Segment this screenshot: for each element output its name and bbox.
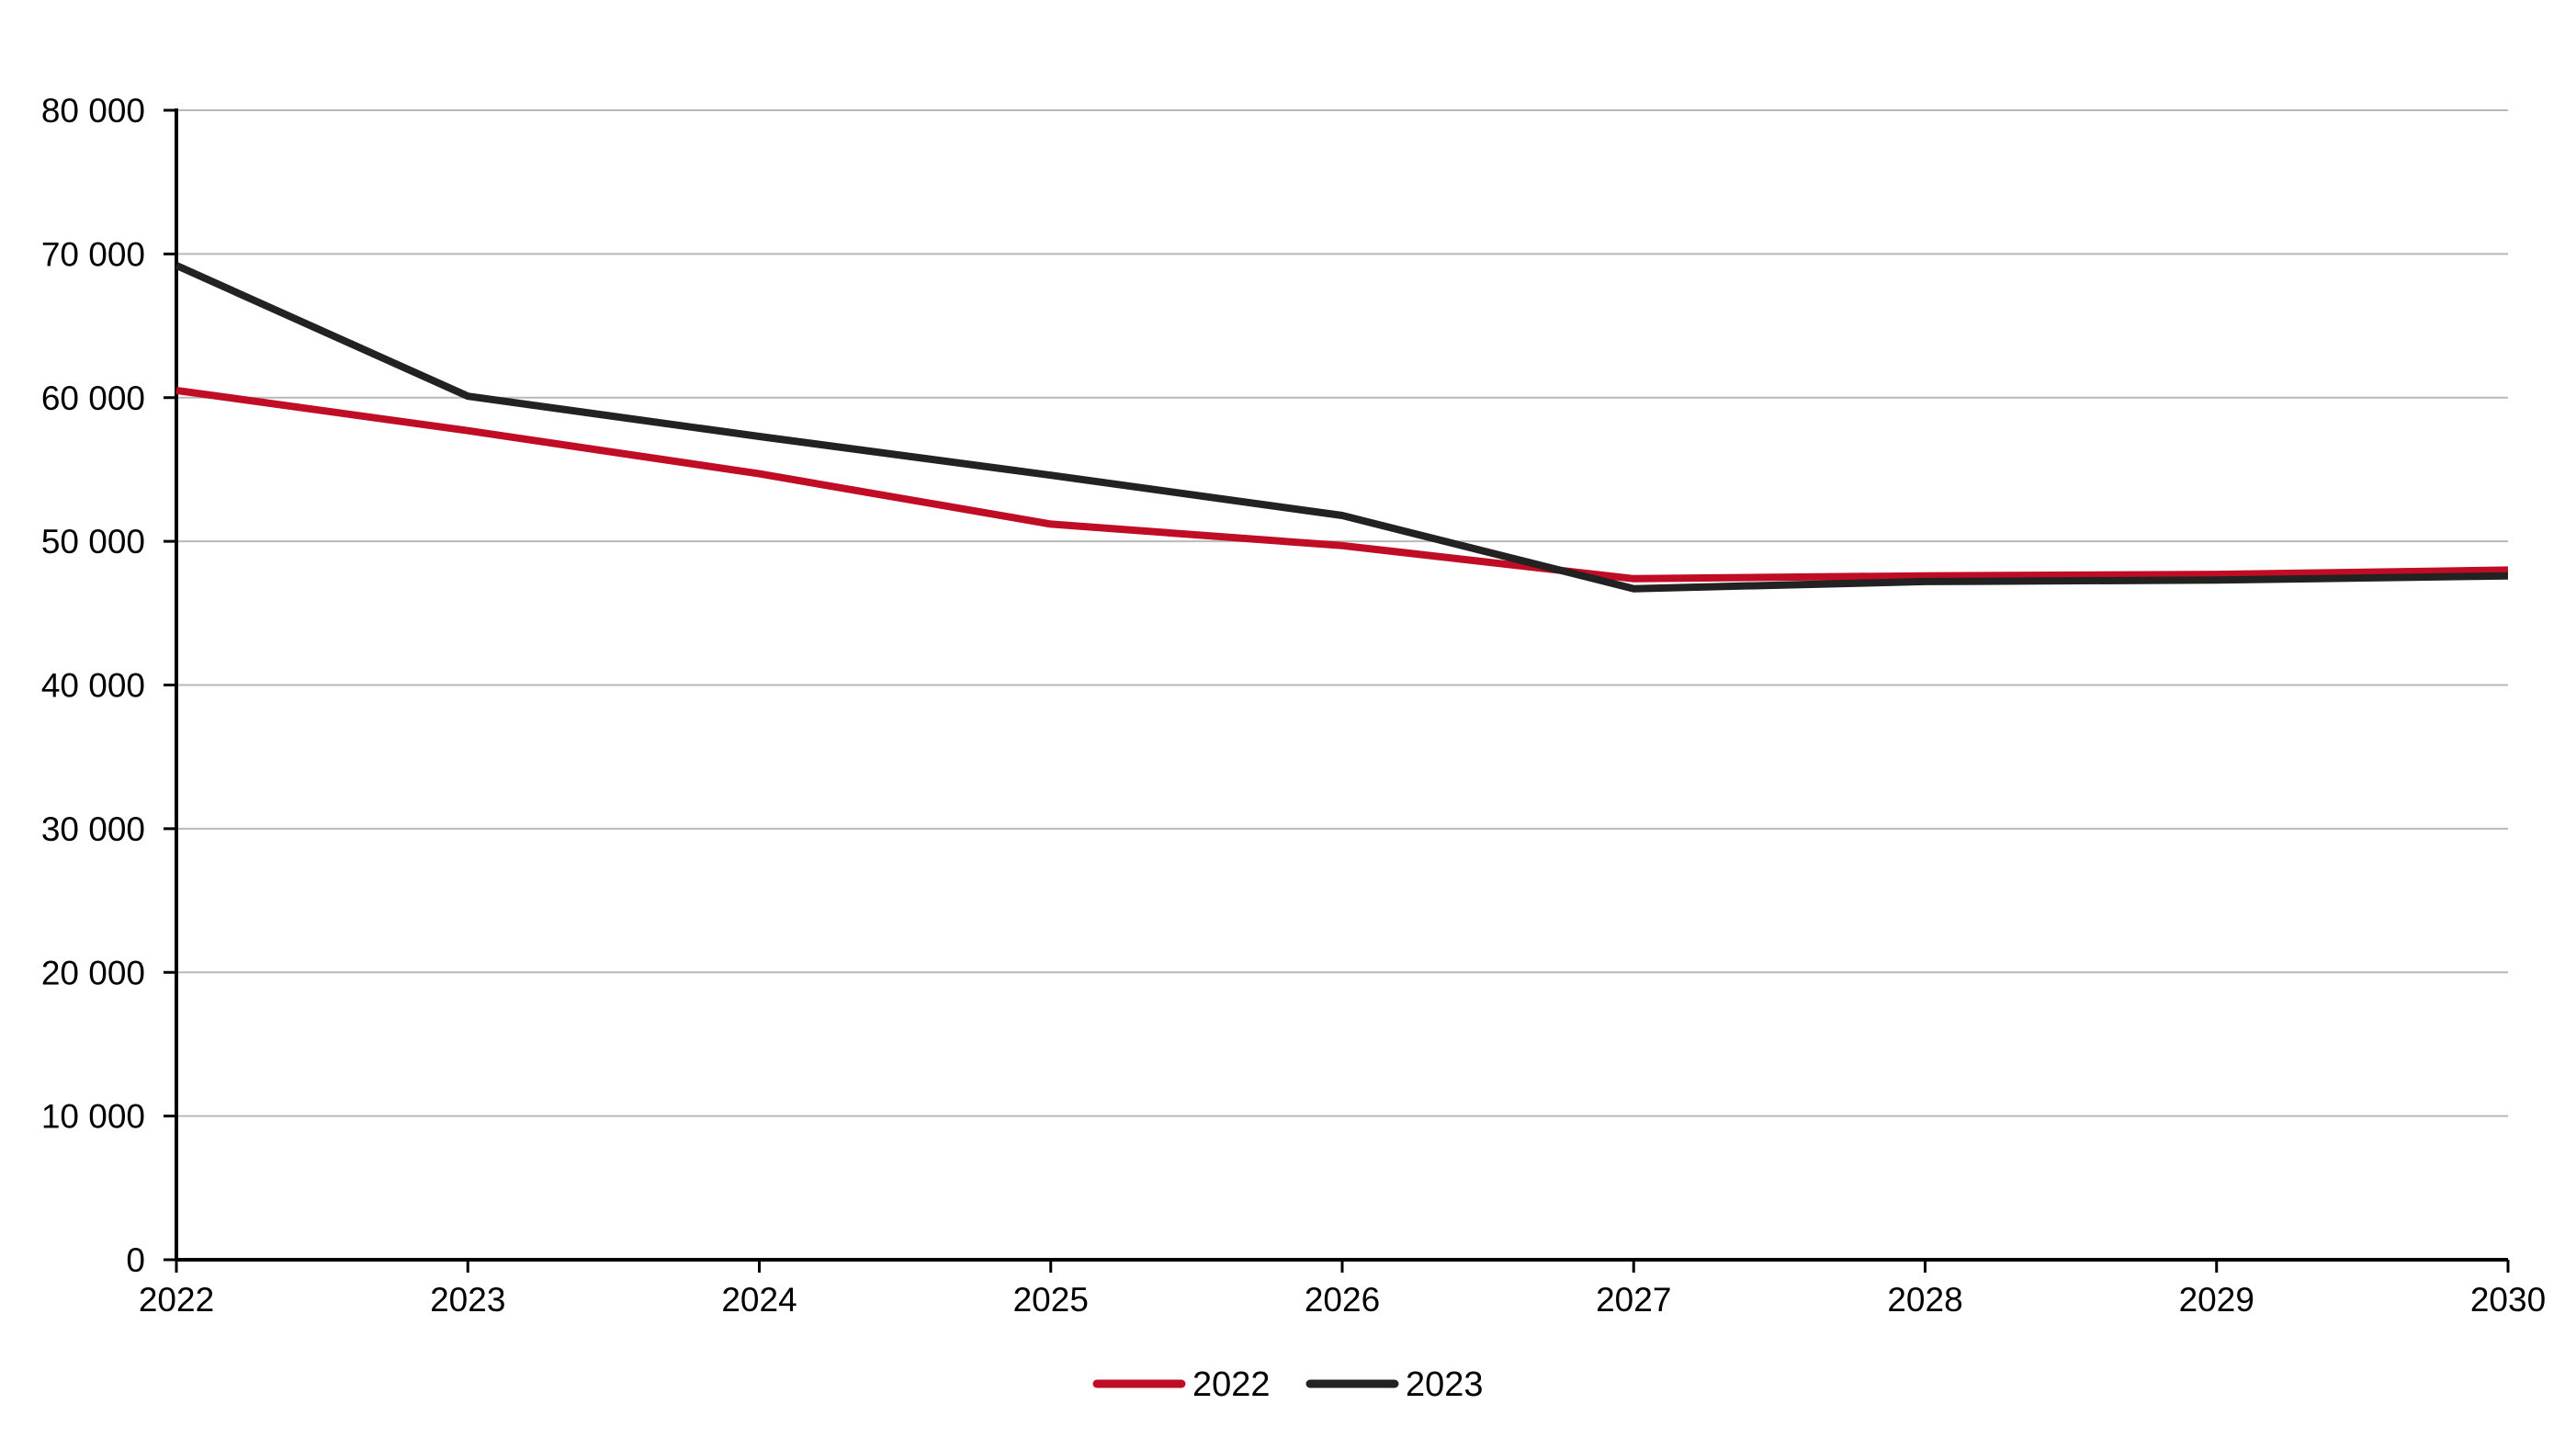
x-tick-label: 2029 [2179, 1281, 2254, 1319]
gridlines [176, 109, 2508, 1117]
y-tick-label: 30 000 [41, 810, 145, 848]
x-tick-label: 2028 [1887, 1281, 1962, 1319]
x-tick-label: 2026 [1305, 1281, 1380, 1319]
legend: 2022 2023 [1092, 1365, 1484, 1404]
x-tick-label: 2024 [721, 1281, 797, 1319]
x-tick-label: 2023 [430, 1281, 505, 1319]
legend-label-2022: 2022 [1192, 1365, 1271, 1404]
y-tick-label: 50 000 [41, 523, 145, 560]
y-tick-label: 20 000 [41, 954, 145, 991]
x-axis-ticks: 2022 2023 2024 2025 2026 2027 2028 2029 2030 [139, 1260, 2546, 1319]
legend-label-2023: 2023 [1406, 1365, 1484, 1404]
y-tick-label: 80 000 [41, 92, 145, 130]
y-tick-label: 40 000 [41, 667, 145, 705]
y-tick-label: 60 000 [41, 379, 145, 417]
y-tick-label: 10 000 [41, 1098, 145, 1136]
x-tick-label: 2025 [1013, 1281, 1089, 1319]
y-tick-label: 0 [126, 1241, 145, 1279]
y-axis-ticks: 0 10 000 20 000 30 000 40 000 50 000 60 000 70 … [41, 92, 176, 1279]
x-tick-label: 2030 [2470, 1281, 2546, 1319]
y-tick-label: 70 000 [41, 235, 145, 273]
x-tick-label: 2022 [139, 1281, 214, 1319]
x-tick-label: 2027 [1596, 1281, 1671, 1319]
series-lines [175, 262, 2509, 593]
series-line-2023 [175, 262, 2509, 593]
series-line-2022 [175, 386, 2509, 583]
